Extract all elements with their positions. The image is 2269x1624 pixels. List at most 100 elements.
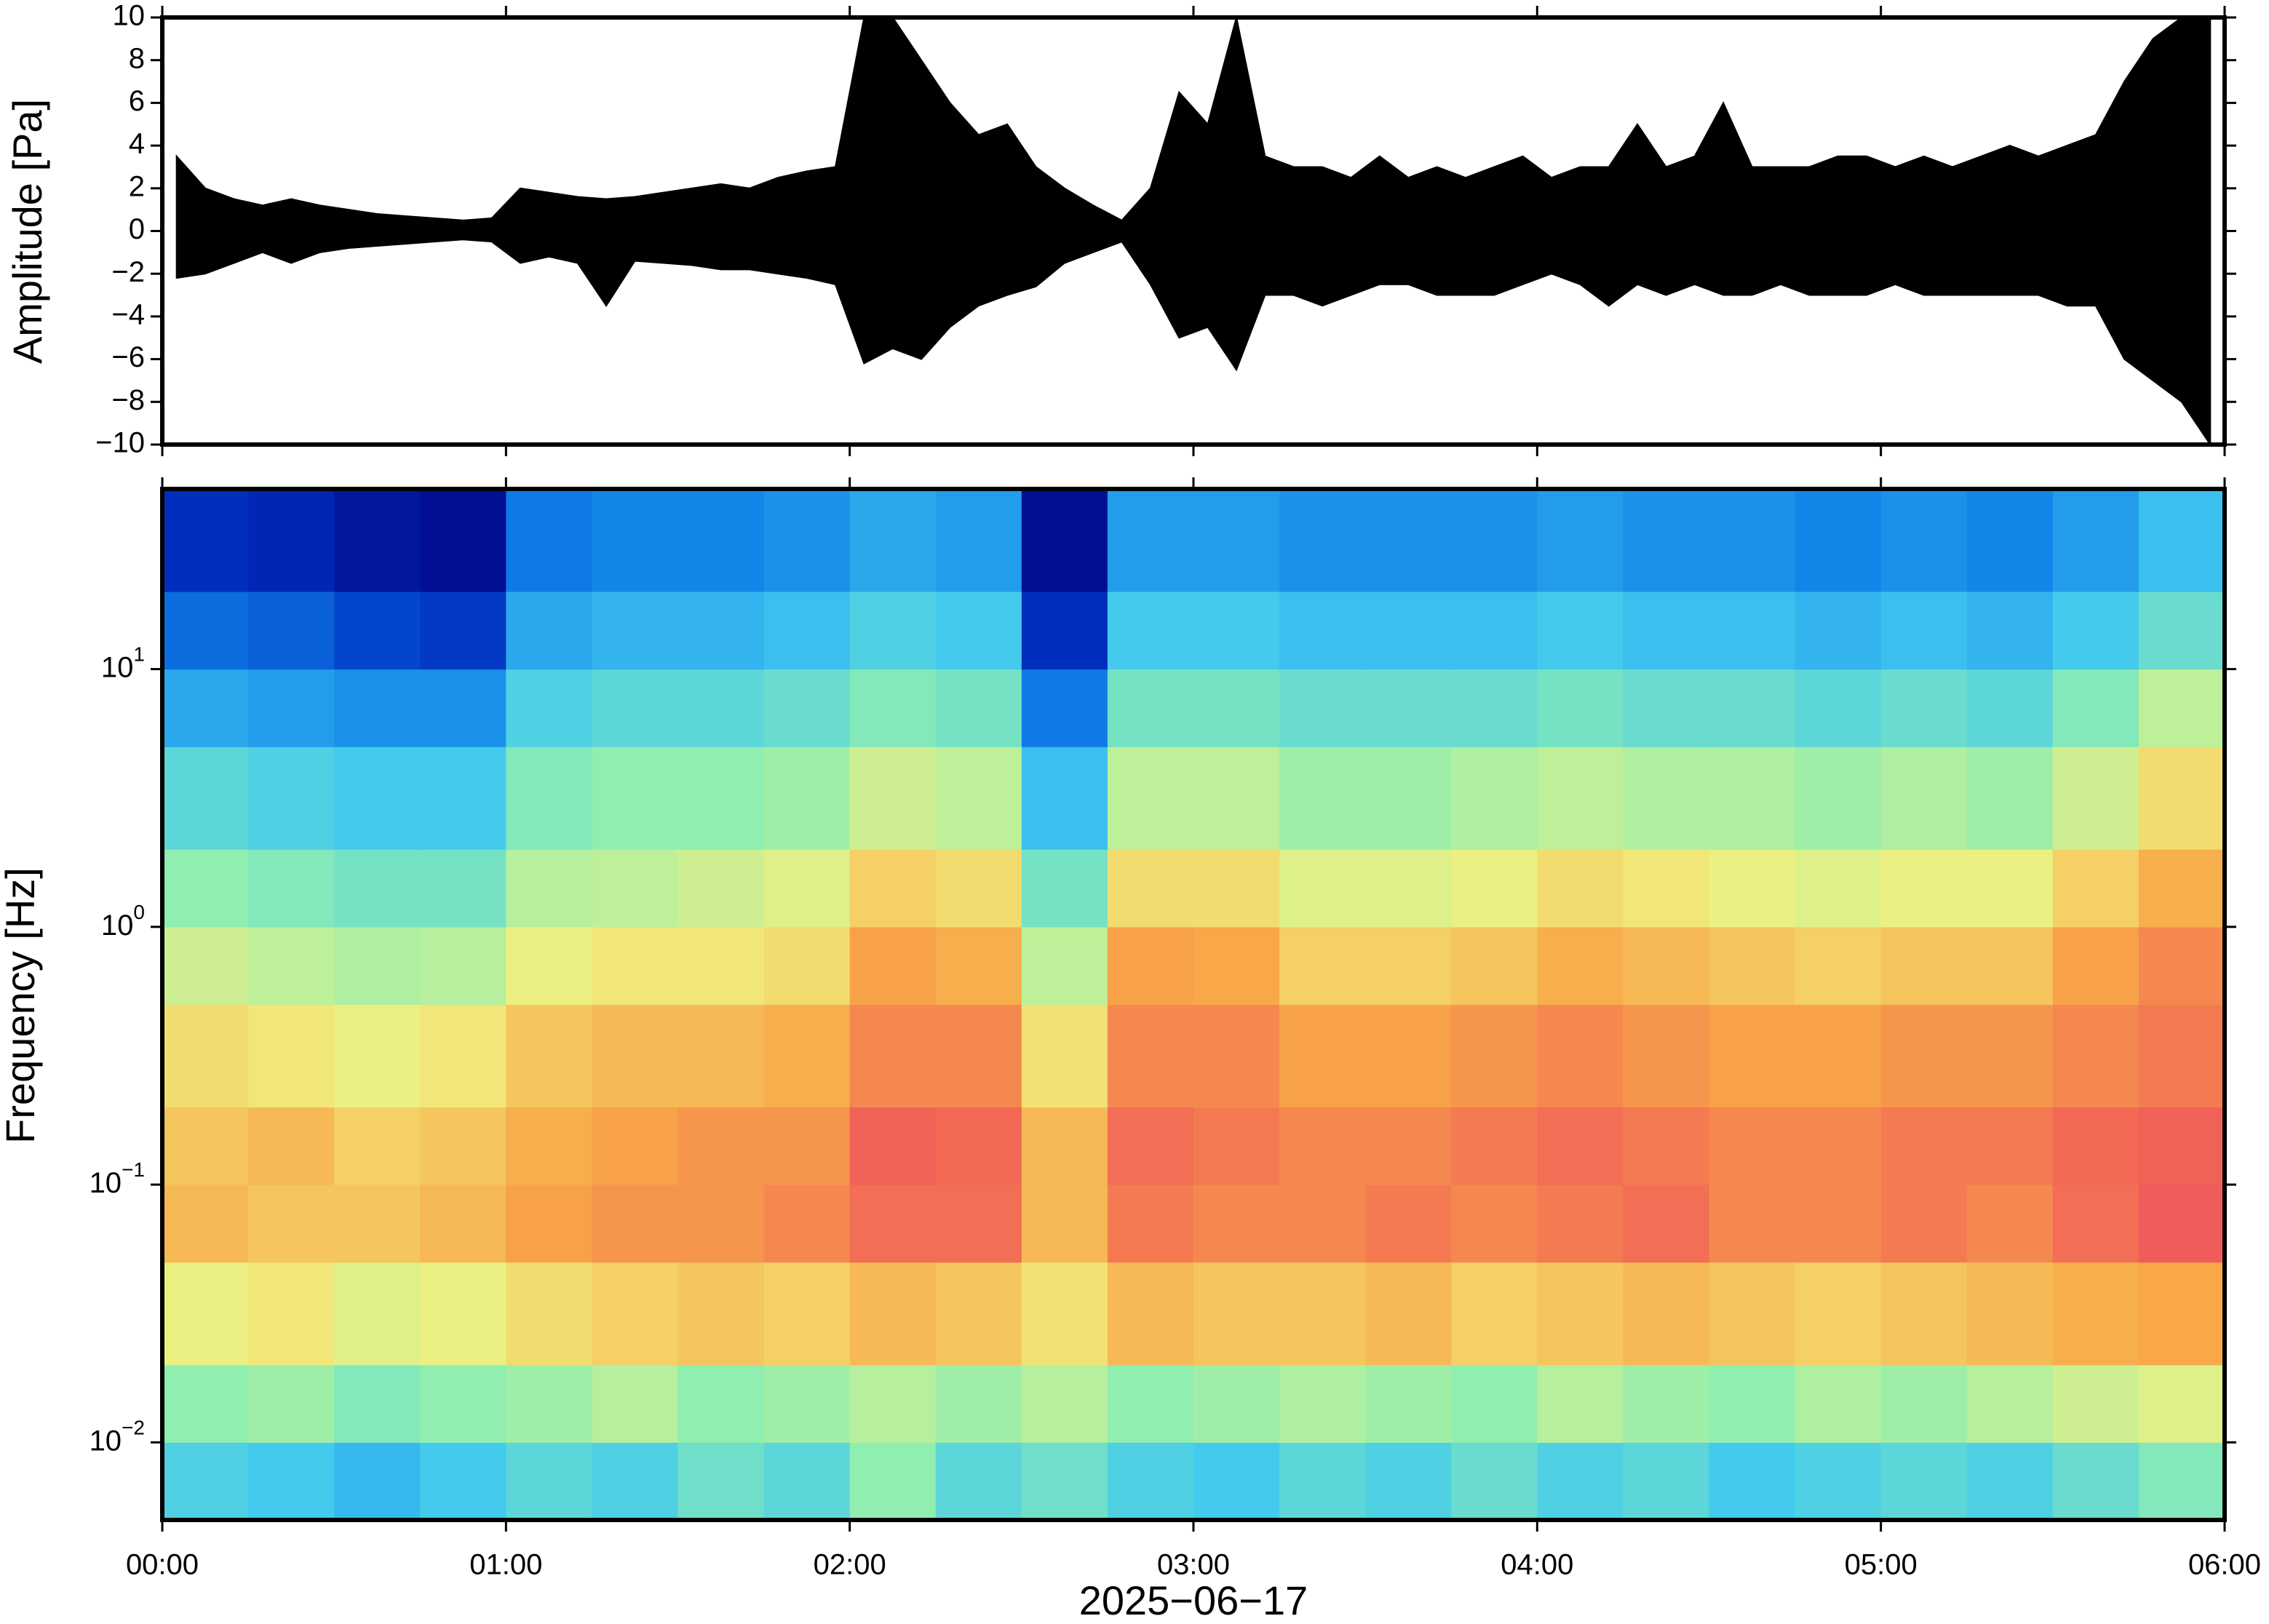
cell: [1021, 591, 1108, 670]
cell: [1709, 1004, 1796, 1108]
cell: [1537, 747, 1624, 850]
cell: [2138, 849, 2225, 928]
cell: [935, 1004, 1022, 1108]
cell: [1451, 489, 1538, 592]
cell: [162, 1364, 249, 1443]
x-tick-label: 06:00: [2188, 1549, 2261, 1581]
cell: [162, 489, 249, 592]
cell: [334, 1364, 421, 1443]
cell: [2052, 1004, 2139, 1108]
y-tick-label: 10−1: [90, 1159, 145, 1199]
cell: [334, 669, 421, 747]
cell: [1623, 1442, 1710, 1520]
cell: [1279, 1107, 1366, 1185]
cell: [334, 489, 421, 592]
y-axis-label: Frequency [Hz]: [0, 867, 43, 1144]
cell: [1193, 669, 1280, 747]
cell: [1279, 1364, 1366, 1443]
cell: [1623, 489, 1710, 592]
cell: [1966, 1262, 2054, 1366]
cell: [248, 1185, 335, 1263]
cell: [420, 849, 506, 928]
cell: [1021, 1364, 1108, 1443]
tick-exponent: −1: [122, 1159, 145, 1182]
cell: [248, 591, 335, 670]
cell: [1193, 1185, 1280, 1263]
cell: [1451, 926, 1538, 1006]
cell: [1451, 1004, 1538, 1108]
cell: [935, 1262, 1022, 1366]
cell: [248, 489, 335, 592]
cell: [162, 1262, 249, 1366]
tick-base: 10: [90, 1167, 122, 1199]
cell: [1709, 747, 1796, 850]
cell: [677, 747, 765, 850]
cell: [1279, 926, 1366, 1006]
cell: [1537, 849, 1624, 928]
cell: [849, 1004, 937, 1108]
cell: [1365, 591, 1452, 670]
cell: [1107, 1107, 1194, 1185]
cell: [935, 926, 1022, 1006]
cell: [162, 849, 249, 928]
cell: [1365, 1262, 1452, 1366]
cell: [1021, 1185, 1108, 1263]
cell: [506, 1262, 593, 1366]
cell: [1107, 591, 1194, 670]
cell: [1623, 849, 1710, 928]
cell: [1107, 747, 1194, 850]
cell: [677, 1004, 765, 1108]
cell: [420, 1364, 506, 1443]
cell: [592, 926, 679, 1006]
cell: [1623, 1185, 1710, 1263]
cell: [420, 1185, 506, 1263]
cell: [1537, 1262, 1624, 1366]
cell: [2052, 1185, 2139, 1263]
cell: [1021, 849, 1108, 928]
cell: [248, 1442, 335, 1520]
cell: [1193, 489, 1280, 592]
cell: [420, 1442, 506, 1520]
cell: [763, 849, 851, 928]
cell: [2138, 1185, 2225, 1263]
cell: [935, 849, 1022, 928]
cell: [849, 1364, 937, 1443]
cell: [1021, 489, 1108, 592]
cell: [1795, 1004, 1882, 1108]
cell: [592, 591, 679, 670]
cell: [334, 591, 421, 670]
x-tick-label: 05:00: [1845, 1549, 1918, 1581]
cell: [1709, 849, 1796, 928]
cell: [248, 1262, 335, 1366]
cell: [763, 1442, 851, 1520]
y-tick-label: −6: [111, 341, 145, 373]
cell: [592, 489, 679, 592]
cell: [2138, 489, 2225, 592]
cell: [849, 1442, 937, 1520]
cell: [2052, 1107, 2139, 1185]
cell: [1021, 926, 1108, 1006]
y-axis-label: Amplitude [Pa]: [4, 99, 50, 364]
cell: [1537, 1004, 1624, 1108]
cell: [334, 1185, 421, 1263]
cell: [1966, 1442, 2054, 1520]
cell: [1880, 1442, 1968, 1520]
cell: [1021, 1442, 1108, 1520]
cell: [1193, 591, 1280, 670]
cell: [248, 1004, 335, 1108]
cell: [1279, 1004, 1366, 1108]
cell: [592, 747, 679, 850]
cell: [506, 1107, 593, 1185]
cell: [1021, 1004, 1108, 1108]
cell: [677, 1442, 765, 1520]
cell: [763, 1185, 851, 1263]
cell: [2052, 926, 2139, 1006]
cell: [1795, 1262, 1882, 1366]
cell: [1365, 747, 1452, 850]
tick-exponent: 1: [133, 643, 145, 666]
cell: [1966, 1107, 2054, 1185]
cell: [1966, 489, 2054, 592]
cell: [2138, 669, 2225, 747]
cell: [763, 747, 851, 850]
cell: [334, 1262, 421, 1366]
